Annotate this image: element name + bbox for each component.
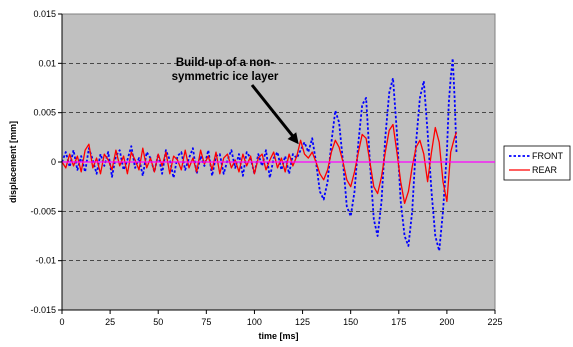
legend-label-front: FRONT xyxy=(532,151,563,161)
annotation-arrow-shaft xyxy=(250,84,295,139)
x-tick-label-8: 200 xyxy=(439,317,454,327)
x-axis-title: time [ms] xyxy=(258,331,298,341)
y-tick-label-6: 0.015 xyxy=(33,9,56,19)
y-axis-title: displacement [mm] xyxy=(8,121,18,203)
annotation-arrow-head xyxy=(287,132,299,145)
x-tick-label-0: 0 xyxy=(59,317,64,327)
y-tick-label-4: 0.005 xyxy=(33,108,56,118)
x-tick-label-6: 150 xyxy=(343,317,358,327)
legend-box xyxy=(503,145,571,181)
y-tick-label-0: -0.015 xyxy=(30,305,56,315)
y-tick-label-5: 0.01 xyxy=(38,58,56,68)
x-tick-label-1: 25 xyxy=(105,317,115,327)
x-tick-label-2: 50 xyxy=(153,317,163,327)
y-tick-label-2: -0.005 xyxy=(30,206,56,216)
x-tick-label-7: 175 xyxy=(391,317,406,327)
legend-label-rear: REAR xyxy=(532,165,558,175)
x-tick-label-4: 100 xyxy=(247,317,262,327)
series-line-rear xyxy=(61,123,458,205)
y-tick-label-1: -0.01 xyxy=(35,256,56,266)
x-tick-label-5: 125 xyxy=(295,317,310,327)
annotation-line-0: Build-up of a non- xyxy=(176,57,275,69)
x-tick-label-9: 225 xyxy=(487,317,502,327)
x-tick-label-3: 75 xyxy=(201,317,211,327)
y-tick-label-3: 0 xyxy=(51,157,56,167)
annotation-line-1: symmetric ice layer xyxy=(172,71,279,83)
